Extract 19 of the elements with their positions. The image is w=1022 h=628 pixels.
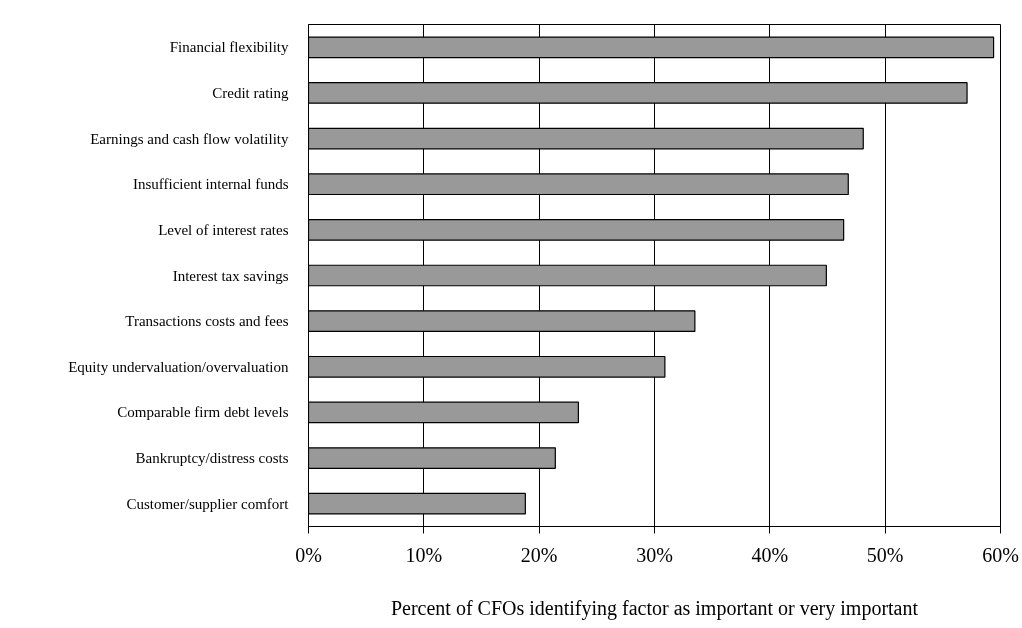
y-tick-label: Financial flexibility [169, 39, 289, 56]
y-tick-label: Earnings and cash flow volatility [90, 130, 289, 147]
x-axis-title: Percent of CFOs identifying factor as important or very important [390, 596, 919, 620]
y-tick-label: Equity undervaluation/overvaluation [68, 358, 289, 375]
x-tick-label: 30% [636, 543, 673, 566]
y-tick-label: Insufficient internal funds [132, 176, 289, 193]
y-tick-label: Level of interest rates [158, 221, 289, 238]
x-tick-label: 0% [295, 543, 322, 566]
y-tick-label: Credit rating [212, 84, 289, 101]
y-tick-label: Comparable firm debt levels [117, 404, 289, 421]
y-tick-label: Bankruptcy/distress costs [135, 450, 289, 467]
y-tick-label: Interest tax savings [172, 267, 289, 284]
x-tick-label: 50% [866, 543, 904, 566]
y-tick-label: Customer/supplier comfort [126, 495, 290, 512]
x-tick-label: 20% [520, 543, 558, 566]
x-tick-label: 10% [405, 543, 443, 566]
x-tick-label: 40% [751, 543, 789, 566]
y-tick-label: Transactions costs and fees [125, 313, 289, 330]
x-tick-label: 60% [982, 543, 1019, 566]
